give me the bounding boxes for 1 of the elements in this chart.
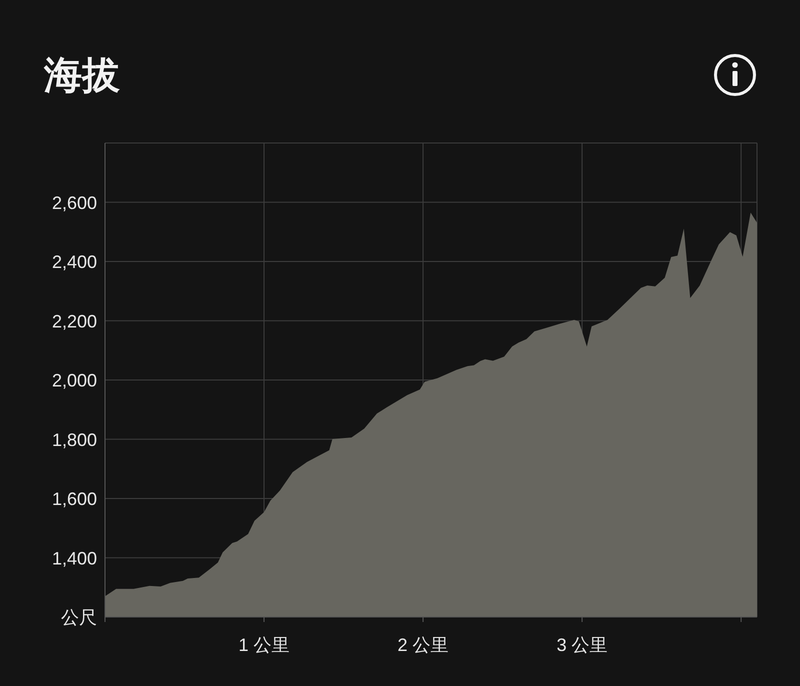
title: 海拔 <box>44 55 120 97</box>
